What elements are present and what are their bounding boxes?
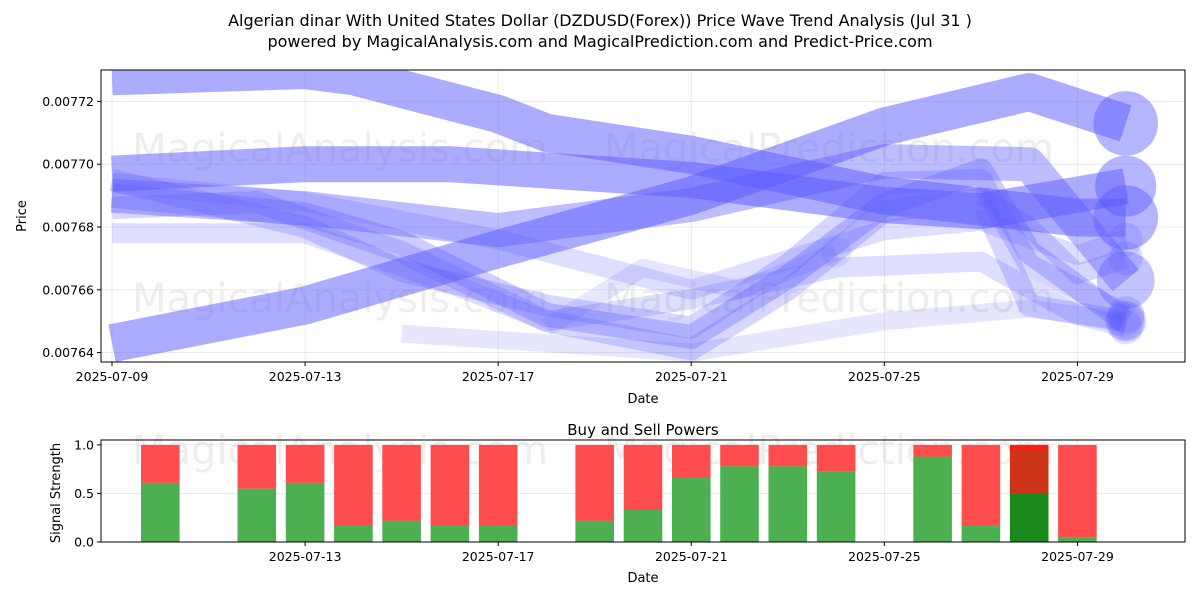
buy-bar: [478, 525, 518, 542]
price-waves: [108, 70, 1159, 362]
price-x-tick-label: 2025-07-13: [269, 369, 342, 384]
powers-y-ticks: 0.0 0.5 1.0: [74, 437, 101, 550]
price-wave-end-11: [820, 236, 852, 268]
price-x-tick-label: 2025-07-25: [848, 369, 921, 384]
price-wave-11: [541, 243, 840, 336]
powers-x-tick-label: 2025-07-21: [655, 549, 728, 564]
sell-bar: [478, 444, 518, 526]
price-wave-4: [110, 144, 1139, 292]
price-x-tick-label: 2025-07-29: [1041, 369, 1114, 384]
sell-bar: [575, 444, 614, 521]
price-y-tick-label: 0.00768: [42, 219, 94, 234]
buy-bar: [382, 520, 421, 542]
powers-title: Buy and Sell Powers: [567, 421, 719, 439]
sell-bar: [913, 444, 952, 457]
price-y-tick-label: 0.00764: [42, 345, 94, 360]
buy-bar: [237, 488, 277, 542]
price-wave-3: [111, 146, 1129, 230]
powers-x-label: Date: [627, 571, 658, 586]
sell-bar: [720, 444, 759, 467]
buy-bar: [816, 471, 856, 542]
powers-y-label: Signal Strength: [49, 443, 64, 543]
powers-x-tick-label: 2025-07-29: [1041, 549, 1114, 564]
sell-bar: [1009, 444, 1049, 494]
price-y-tick-label: 0.00772: [42, 94, 94, 109]
sell-bar: [816, 444, 856, 472]
sell-bar: [334, 444, 373, 526]
powers-y-tick-label: 1.0: [74, 437, 94, 452]
price-wave-7: [111, 187, 1128, 361]
buy-bar: [623, 509, 663, 542]
sell-bar: [1058, 444, 1097, 538]
buy-bar: [672, 476, 711, 542]
buy-bar: [575, 520, 614, 542]
price-y-ticks: 0.00764 0.00766 0.00768 0.00770 0.00772: [42, 94, 101, 360]
price-wave-9: [111, 173, 1129, 300]
sell-bar: [141, 444, 180, 483]
price-wave-end-5: [1105, 300, 1147, 342]
price-y-tick-label: 0.00770: [42, 157, 94, 172]
powers-x-tick-label: 2025-07-17: [462, 549, 535, 564]
price-wave-8: [112, 223, 1129, 338]
powers-plot-frame: [100, 439, 1186, 543]
price-wave-end-6: [1107, 296, 1145, 334]
buy-bar: [285, 482, 325, 542]
price-wave-end-12: [1108, 241, 1143, 276]
price-wave-end-4: [1096, 251, 1155, 310]
price-wave-end-7: [1107, 302, 1145, 340]
buy-bar: [720, 466, 759, 542]
price-y-tick-label: 0.00766: [42, 282, 94, 297]
price-wave-end-3: [1095, 155, 1157, 217]
buy-bar: [1009, 493, 1049, 542]
price-y-label: Price: [15, 200, 30, 232]
price-wave-end-9: [1108, 222, 1143, 257]
powers-y-tick-label: 0.0: [74, 535, 94, 550]
watermark-prediction-mid: MagicalPrediction.com: [604, 276, 1054, 322]
price-wave-12: [975, 187, 1129, 285]
price-wave-10: [401, 299, 1127, 362]
sell-bar: [768, 444, 808, 467]
price-wave-end-10: [1110, 305, 1142, 337]
powers-x-tick-label: 2025-07-25: [848, 549, 921, 564]
buy-bar: [430, 525, 470, 542]
price-x-label: Date: [627, 392, 658, 407]
price-x-ticks: 2025-07-09 2025-07-13 2025-07-17 2025-07-21…: [76, 362, 1114, 384]
powers-x-ticks: 2025-07-13 2025-07-17 2025-07-21 2025-07-25…: [269, 542, 1114, 564]
price-plot-frame: [100, 69, 1186, 363]
buy-bar: [1058, 537, 1097, 542]
sell-bar: [237, 444, 277, 489]
buy-bar: [334, 525, 373, 542]
sell-bar: [430, 444, 470, 526]
buy-bar: [141, 482, 180, 542]
price-wave-end-2: [1093, 91, 1159, 156]
price-x-tick-label: 2025-07-17: [462, 369, 535, 384]
buy-bar: [961, 525, 1001, 542]
price-wave-6: [109, 168, 1131, 339]
sell-bar: [961, 444, 1001, 526]
price-wave-5: [110, 158, 1133, 349]
chart-subtitle: powered by MagicalAnalysis.com and Magic…: [267, 32, 932, 51]
buy-bar: [913, 456, 952, 542]
sell-bar: [672, 444, 711, 477]
powers-x-tick-label: 2025-07-13: [269, 549, 342, 564]
powers-y-tick-label: 0.5: [74, 486, 94, 501]
price-wave-end-8: [1108, 310, 1143, 345]
buy-bar: [768, 466, 808, 542]
sell-bar: [623, 444, 663, 510]
sell-bar: [285, 444, 325, 483]
price-x-tick-label: 2025-07-21: [655, 369, 728, 384]
sell-bar: [382, 444, 421, 521]
powers-bars: [141, 444, 1097, 542]
sell-bar-highlight-cap: [1009, 444, 1049, 450]
price-x-tick-label: 2025-07-09: [76, 369, 149, 384]
chart-title: Algerian dinar With United States Dollar…: [228, 11, 972, 30]
